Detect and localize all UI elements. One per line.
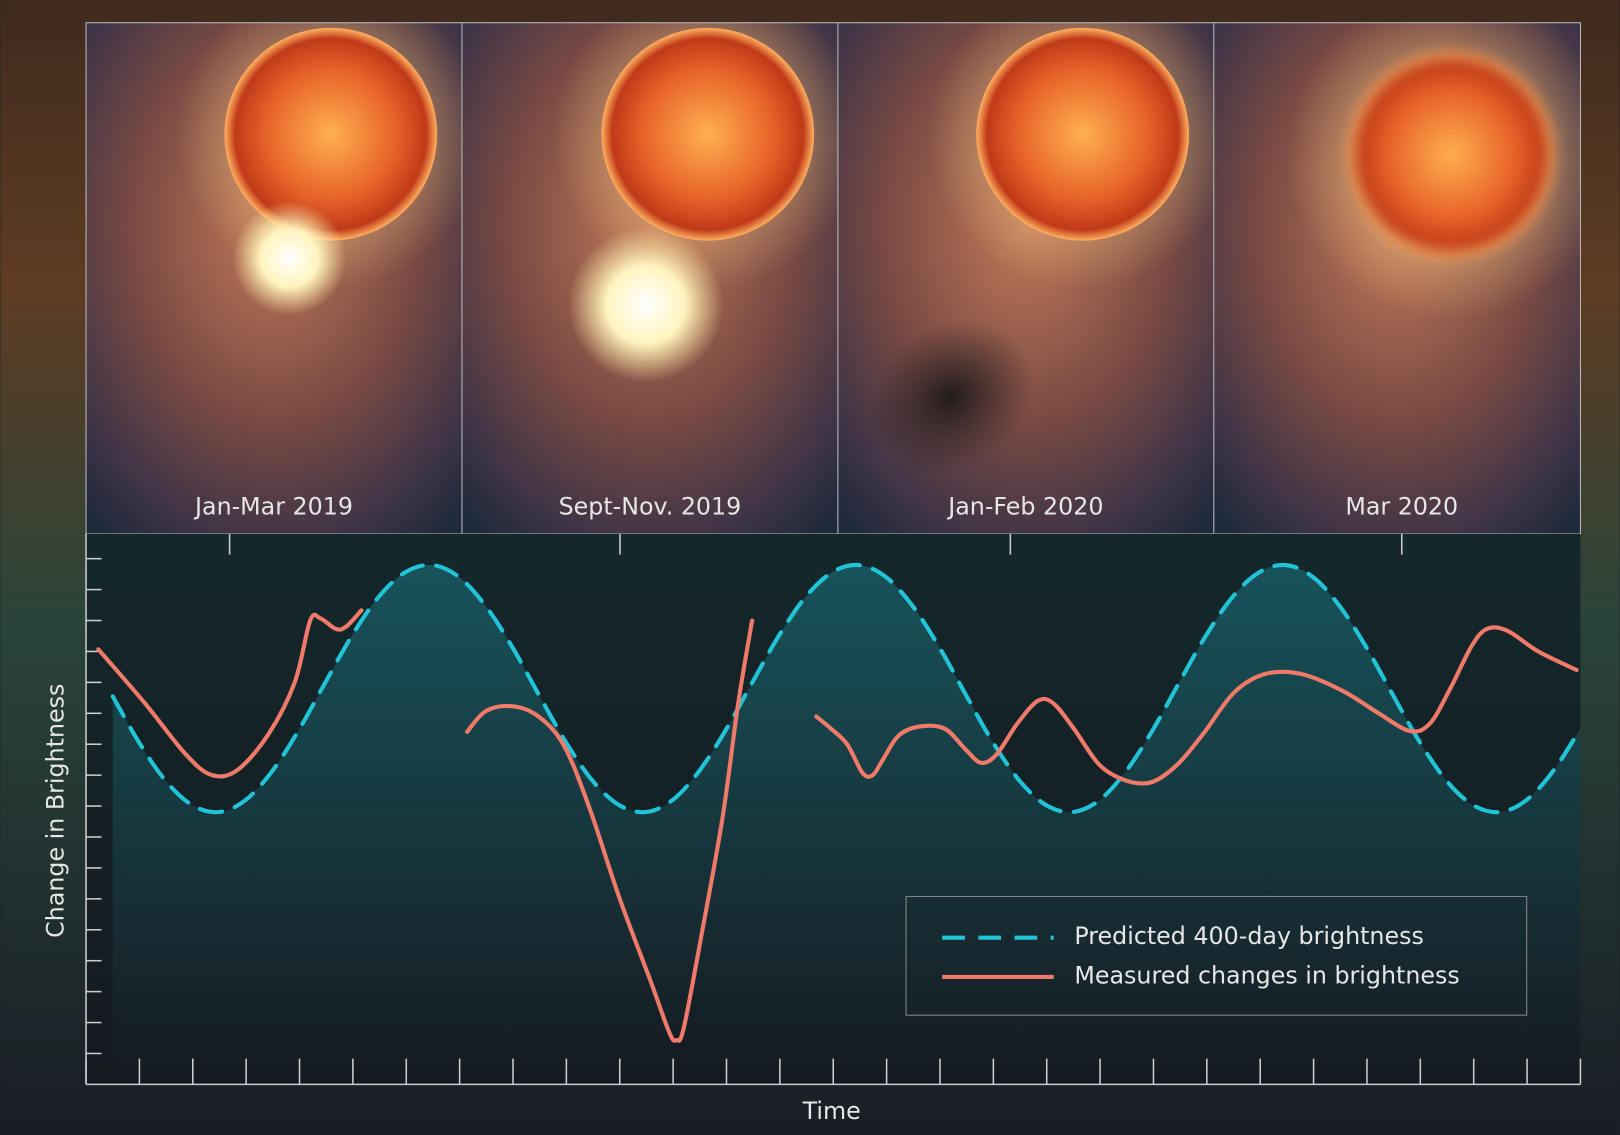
panel-caption: Sept-Nov. 2019 [559,493,742,521]
panel-markers [228,533,1403,555]
legend-box [905,895,1528,1016]
y-axis-label: Change in Brightness [42,684,70,938]
axes [85,533,1581,1086]
series-line [96,608,1579,1043]
panel-caption: Jan-Feb 2020 [946,493,1103,521]
panel [1213,22,1581,534]
panel [461,22,838,534]
legend-label: Predicted 400-day brightness [1074,922,1423,950]
x-axis-label: Time [802,1097,861,1125]
panel [837,22,1214,534]
panel-caption: Jan-Mar 2019 [193,493,353,521]
panel-caption: Mar 2020 [1345,493,1458,521]
area-fill [112,564,1581,1085]
panels [85,22,1581,535]
series-line [110,562,1583,815]
panel [86,22,462,534]
plot [85,557,1583,1085]
legend-label: Measured changes in brightness [1074,961,1459,989]
